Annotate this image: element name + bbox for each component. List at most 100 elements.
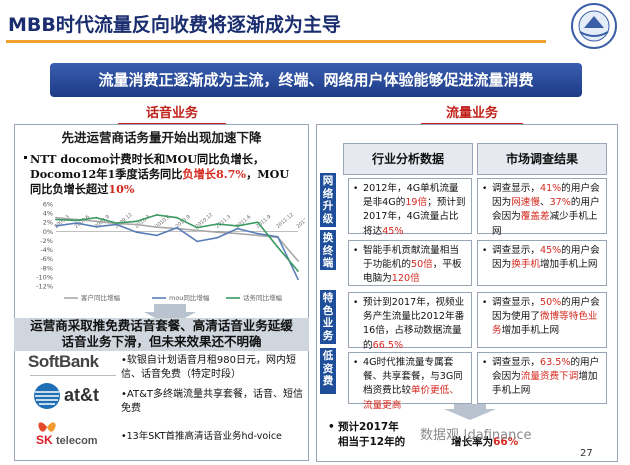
bottom-summary: • 预计2017年 相当于12年的 增长率为66%	[328, 421, 519, 448]
x-tick-label: 2009.6	[74, 214, 91, 230]
y-tick-label: -2%	[40, 237, 53, 245]
side-label-low-tariff: 低资费	[320, 348, 336, 394]
series-point	[95, 225, 98, 228]
series-point	[196, 229, 199, 232]
row-tariff-survey: • 调查显示，63.5%的用户会因为流量资费下调增加手机上网	[477, 352, 607, 404]
sk-logo-text: SK	[36, 433, 53, 447]
legend-label: 话务同比增幅	[243, 293, 283, 302]
series-point	[276, 235, 279, 238]
series-point	[236, 224, 239, 227]
series-point	[216, 231, 219, 234]
measure-skt: •13年SKT首推高清话音业务hd-voice	[121, 431, 282, 442]
x-tick-label: 2009.3	[53, 214, 70, 230]
row-network-industry: • 2012年，4G单机流量是非4G的19倍；预计到2017年，4G流量占比将达4…	[348, 178, 472, 237]
row-device-industry: • 智能手机贡献流量相当于功能机的50倍，平板电脑为120倍	[348, 240, 472, 286]
note-line-2-tail: ，MOU	[246, 167, 290, 181]
y-tick-label: 4%	[43, 210, 53, 218]
col-header-survey: 市场调查结果	[477, 143, 607, 175]
row-network-survey: • 调查显示，41%的用户会因为网速慢、37%的用户会因为覆盖差减少手机上网	[477, 178, 607, 237]
series-point	[176, 216, 178, 219]
bottom-summary-line1: 预计2017年	[338, 421, 399, 433]
title-underline	[6, 40, 546, 43]
series-point	[115, 223, 118, 226]
logo-divider	[30, 375, 116, 376]
series-point	[135, 231, 138, 234]
col-header-industry: 行业分析数据	[343, 143, 473, 175]
series-point	[75, 219, 78, 222]
down-arrow-icon-right	[444, 404, 496, 420]
bottom-summary-growth-label: 增长率为	[451, 436, 494, 448]
y-tick-label: -8%	[40, 264, 53, 272]
side-label-device: 换终端	[320, 230, 336, 270]
series-point	[297, 260, 299, 262]
voice-growth-chart: 6%4%2%0%-2%-4%-6%-8%-10% -12% 2009.3 2009.6…	[36, 201, 305, 303]
voice-chart-note: NTT docomo计费时长和MOU同比负增长， Docomo12年1季度话务同…	[30, 152, 306, 197]
x-tick-label: 2012.3	[295, 214, 305, 230]
side-label-features: 特色业务	[320, 290, 336, 344]
row-device-survey: • 调查显示，45%的用户会因为换手机增加手机上网	[477, 240, 607, 286]
att-globe-icon	[34, 383, 60, 409]
headline-banner: 流量消费正逐渐成为主流，终端、网络用户体验能够促进流量消费	[50, 63, 582, 97]
series-point	[135, 223, 138, 226]
series-point	[236, 232, 239, 235]
series-point	[256, 221, 259, 224]
series-point	[115, 222, 118, 225]
series-point	[276, 246, 279, 249]
series-point	[196, 240, 199, 243]
down-arrow-icon	[144, 304, 196, 326]
row-tariff-industry: • 4G时代推流量专属套餐、共享套餐，与3G同档资费比较单价更低、流量更高	[348, 352, 472, 411]
bottom-summary-growth: 66%	[493, 436, 519, 448]
traffic-section-label: 流量业务	[421, 106, 523, 124]
x-tick-label: 2011.6	[235, 214, 252, 230]
x-tick-label: 2011.12	[275, 212, 295, 230]
note-line-2: Docomo12年1季度话务同比	[30, 167, 183, 181]
note-highlight-mou: 10%	[108, 182, 135, 196]
sk-telecom-logo: SK telecom	[36, 434, 106, 448]
telecom-logo-text: telecom	[56, 435, 98, 447]
y-tick-label: -12%	[36, 283, 53, 291]
y-tick-label: -10%	[36, 273, 53, 281]
series-point	[256, 232, 259, 235]
measures-header: 运营商采取推免费话音套餐、高清话音业务延缓 话音业务下滑，但未来效果还不明确	[14, 318, 309, 351]
y-tick-label: 2%	[43, 219, 53, 227]
measures-header-line2: 话音业务下滑，但未来效果还不明确	[61, 334, 262, 349]
page-number: 27	[580, 448, 593, 459]
measure-softbank: •软银自计划语音月租980日元，网内短信、话音免费（特定时段）	[121, 355, 296, 380]
note-bullet	[24, 156, 27, 159]
series-point	[55, 216, 57, 219]
legend-label: mou同比增幅	[169, 293, 210, 302]
side-label-network: 网络升级	[320, 173, 336, 227]
page-title: MBB时代流量反向收费将逐渐成为主导	[8, 14, 341, 36]
series-point	[176, 226, 178, 229]
note-line-1: NTT docomo计费时长和MOU同比负增长，	[30, 152, 265, 166]
x-tick-label: 2011.3	[215, 214, 232, 230]
measures-header-line1: 运营商采取推免费话音套餐、高清话音业务延缓	[30, 318, 293, 333]
row-features-survey: • 调查显示，50%的用户会因为使用了微博等特色业务增加手机上网	[477, 292, 607, 348]
series-point	[55, 224, 57, 227]
measure-att: •AT&T多终端流量共享套餐，话音、短信免费	[121, 389, 303, 414]
watermark: 数据观 |dafinance	[420, 428, 532, 443]
note-line-3: 同比负增长超过	[30, 182, 109, 196]
sk-butterfly-icon	[38, 422, 56, 432]
series-point	[75, 222, 78, 225]
series-point	[216, 223, 219, 225]
row-features-industry: • 预计到2017年，视频业务产生流量比2012年番16倍，占移动数据流量的66.…	[348, 292, 472, 351]
series-point	[155, 214, 158, 216]
y-tick-label: -4%	[40, 246, 53, 254]
series-point	[55, 218, 57, 221]
series-point	[155, 234, 158, 237]
note-highlight-decline: 负增长8.7%	[182, 167, 247, 181]
university-logo	[571, 3, 617, 49]
measures-panel	[14, 351, 309, 461]
legend-label: 客户同比增幅	[81, 293, 121, 302]
series-point	[155, 226, 158, 229]
series-point	[216, 236, 219, 239]
att-logo: at&t	[64, 385, 99, 405]
series-point	[256, 234, 259, 237]
chart-header: 先进运营商话务量开始出现加速下降	[61, 130, 262, 145]
softbank-logo: SoftBank	[28, 352, 99, 371]
series-point	[196, 226, 199, 229]
bottom-summary-line2: 相当于12年的	[338, 436, 406, 448]
y-tick-label: 0%	[43, 228, 53, 236]
series-point	[297, 270, 299, 272]
